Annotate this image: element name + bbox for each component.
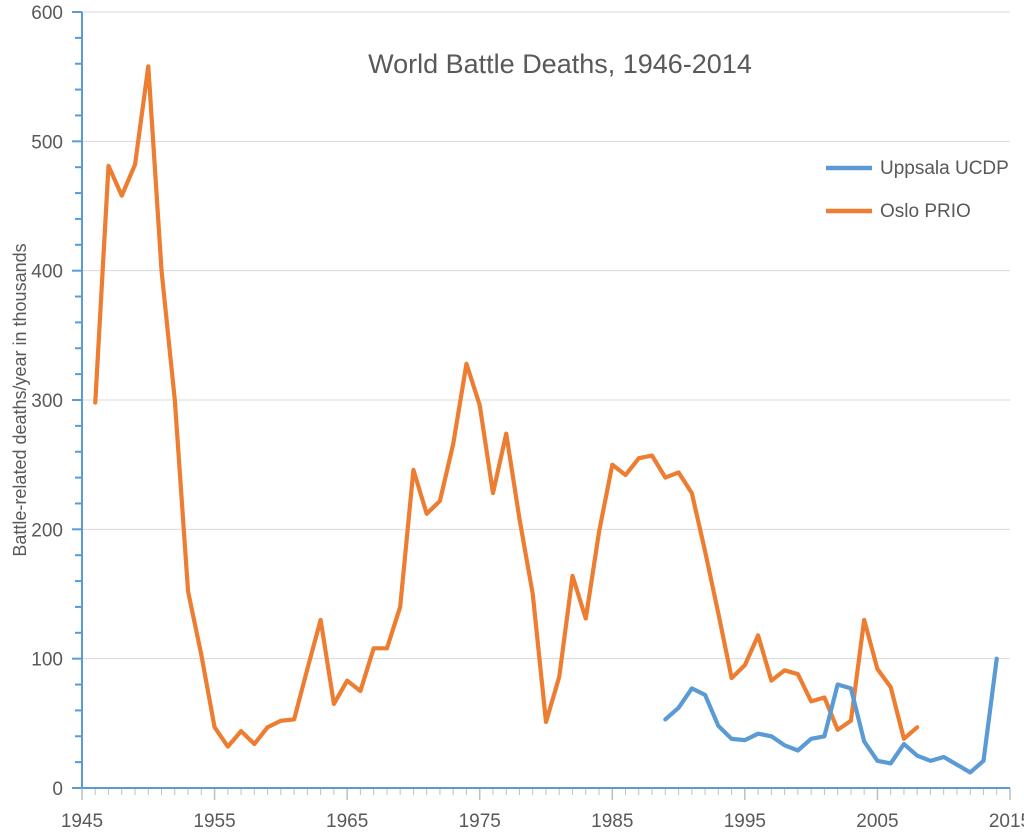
y-tick-label-100: 100 [31, 650, 63, 671]
y-axis-title: Battle-related deaths/year in thousands [10, 243, 30, 556]
y-tick-label-0: 0 [52, 779, 63, 800]
legend-label-oslo-prio: Oslo PRIO [880, 201, 971, 222]
x-tick-label-2015: 2015 [989, 811, 1024, 832]
x-tick-label-1965: 1965 [326, 811, 368, 832]
chart-legend: Uppsala UCDP Oslo PRIO [826, 158, 1009, 222]
x-tick-label-2005: 2005 [856, 811, 898, 832]
y-tick-label-400: 400 [31, 262, 63, 283]
chart-title: World Battle Deaths, 1946-2014 [368, 49, 752, 79]
y-tick-label-500: 500 [31, 132, 63, 153]
series-line-uppsala-ucdp [663, 656, 999, 775]
y-tick-label-300: 300 [31, 391, 63, 412]
data-series-group [93, 64, 999, 775]
y-tick-label-200: 200 [31, 520, 63, 541]
x-tick-label-1985: 1985 [591, 811, 633, 832]
x-tick-label-1975: 1975 [459, 811, 501, 832]
y-axis-tick-labels: 0 100 200 300 400 500 600 [31, 3, 63, 800]
x-axis-ticks-group [81, 788, 1011, 800]
x-tick-label-1945: 1945 [61, 811, 103, 832]
legend-label-uppsala-ucdp: Uppsala UCDP [880, 158, 1009, 179]
series-line-oslo-prio [93, 64, 920, 749]
y-tick-label-600: 600 [31, 3, 63, 24]
x-tick-label-1955: 1955 [193, 811, 235, 832]
x-tick-label-1995: 1995 [724, 811, 766, 832]
y-axis-ticks-group [72, 11, 82, 789]
x-axis-tick-labels: 1945 1955 1965 1975 1985 1995 2005 2015 [61, 811, 1024, 832]
